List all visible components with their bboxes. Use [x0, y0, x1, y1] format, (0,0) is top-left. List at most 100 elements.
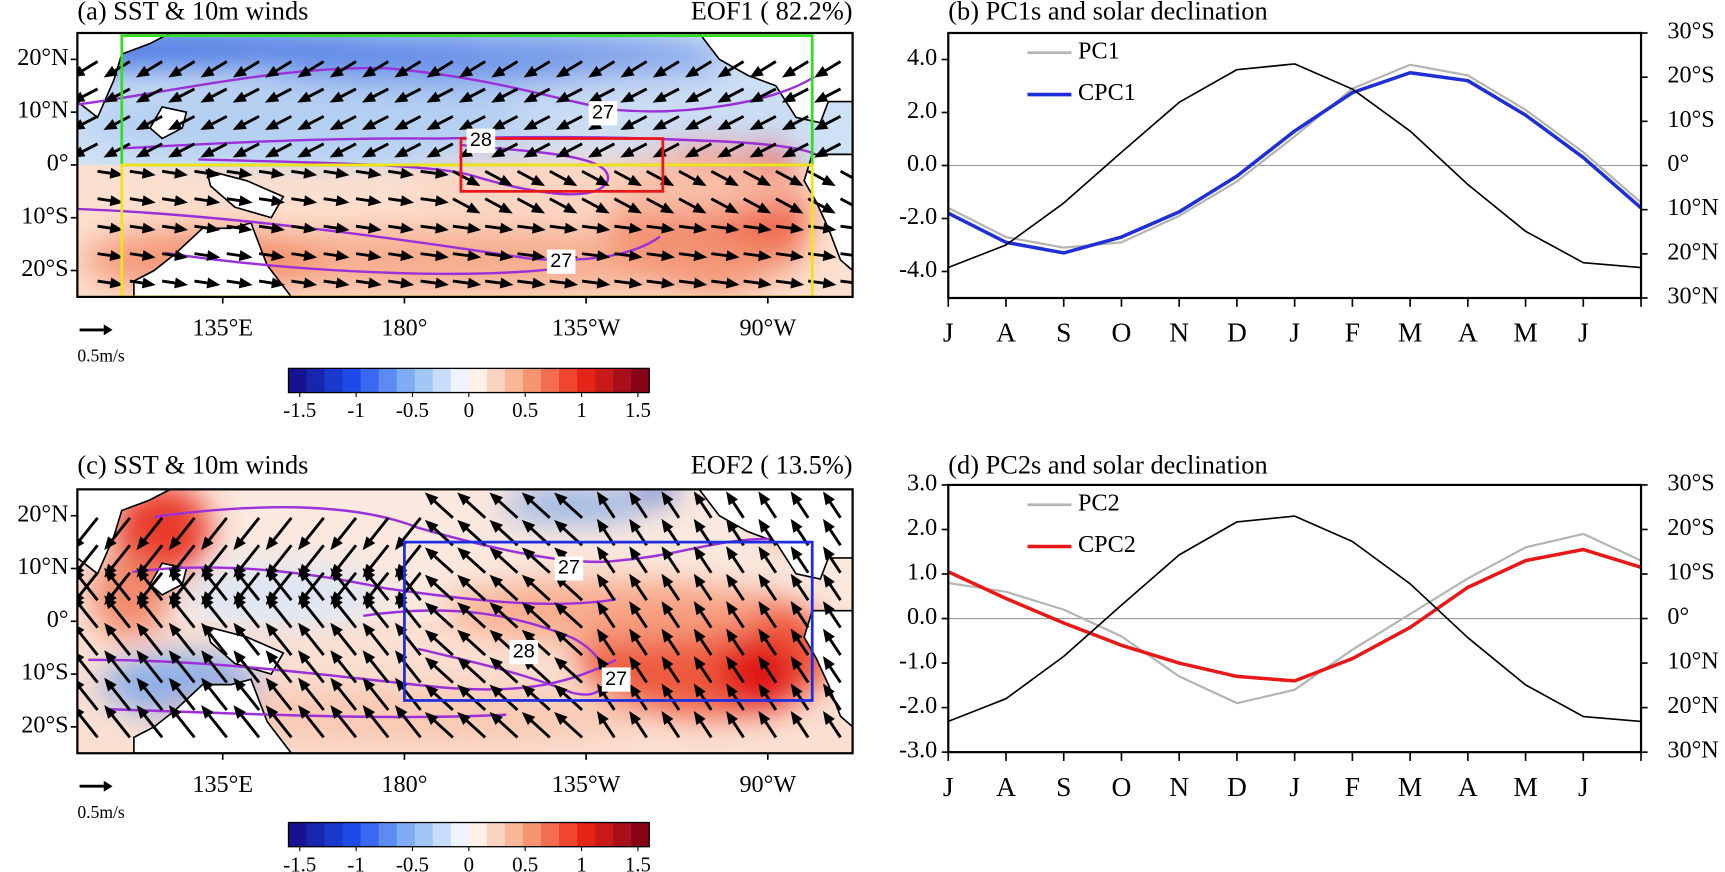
- reference-vector-label: 0.5m/s: [77, 345, 125, 365]
- wind-vector-head: [521, 492, 536, 506]
- wind-vector-head: [168, 91, 183, 103]
- wind-vector-head: [298, 563, 311, 578]
- wind-vector-head: [620, 119, 635, 131]
- y-tick-label: 0.0: [907, 603, 937, 630]
- wind-vector-head: [109, 195, 124, 207]
- x-tick-label: A: [1458, 772, 1478, 802]
- wind-vector-head: [726, 656, 738, 671]
- wind-vector-head: [335, 195, 350, 207]
- y2-tick-label: 30°S: [1667, 18, 1714, 45]
- wind-vector-head: [435, 167, 449, 179]
- wind-vector-head: [201, 591, 214, 605]
- wind-vector-head: [367, 195, 382, 207]
- x-tick-label: M: [1398, 772, 1422, 802]
- wind-vector-head: [424, 629, 439, 643]
- y-tick-label: 10°S: [21, 202, 68, 229]
- x-tick-label: F: [1345, 318, 1360, 348]
- wind-vector-head: [523, 146, 538, 158]
- wind-vector-head: [596, 573, 609, 588]
- wind-vector-head: [103, 119, 118, 131]
- wind-vector-head: [367, 277, 382, 289]
- wind-vector-head: [457, 602, 471, 616]
- wind-vector-head: [596, 656, 609, 671]
- legend-label: PC2: [1078, 489, 1120, 516]
- wind-vector-head: [298, 650, 311, 665]
- wind-vector-head: [587, 146, 603, 158]
- wind-vector-head: [329, 65, 344, 78]
- wind-vector-head: [109, 277, 124, 289]
- wind-vector-head: [424, 574, 439, 588]
- wind-vector-head: [329, 146, 344, 158]
- wind-vector-head: [174, 222, 189, 234]
- wind-vector-head: [435, 277, 449, 289]
- wind-vector-head: [265, 536, 279, 551]
- y-tick-label: 4.0: [907, 44, 937, 71]
- wind-vector-head: [628, 277, 643, 289]
- wind-vector-head: [297, 119, 312, 131]
- wind-vector-head: [424, 684, 439, 698]
- colorbar-cell: [468, 822, 488, 847]
- wind-vector-head: [141, 195, 156, 207]
- wind-vector-head: [822, 573, 835, 588]
- wind-vector-head: [201, 622, 214, 637]
- wind-vector-head: [554, 712, 568, 725]
- wind-vector-head: [394, 622, 408, 637]
- wind-vector-head: [531, 222, 546, 234]
- wind-vector-head: [790, 277, 805, 289]
- wind-vector-head: [168, 650, 182, 665]
- contour-label-bg: [588, 101, 618, 126]
- wind-vector-head: [424, 519, 439, 533]
- colorbar-tick-label: -1: [347, 398, 364, 422]
- wind-vector-head: [233, 622, 246, 637]
- wind-vector-head: [466, 174, 481, 186]
- wind-vector-head: [725, 222, 740, 234]
- wind-vector-head: [136, 563, 150, 578]
- colorbar-cell: [324, 368, 344, 393]
- x-tick-label: 135°W: [552, 771, 621, 798]
- pc-line: [948, 532, 1642, 705]
- wind-vector-head: [814, 146, 829, 158]
- wind-vector-head: [109, 222, 124, 234]
- wind-vector-head: [394, 91, 409, 103]
- wind-vector-head: [104, 705, 117, 719]
- panel-subtitle: EOF1 ( 82.2%): [691, 0, 853, 25]
- wind-vector-head: [717, 146, 732, 158]
- colorbar-cell: [432, 822, 452, 847]
- wind-vector-head: [362, 650, 376, 665]
- x-tick-label: 90°W: [739, 771, 796, 798]
- y2-tick-label: 30°S: [1667, 469, 1714, 496]
- land: [77, 489, 171, 576]
- wind-vector-head: [489, 574, 503, 588]
- wind-vector-head: [781, 119, 797, 131]
- colorbar-tick-label: 0.5: [512, 852, 538, 872]
- wind-vector-head: [77, 119, 86, 130]
- wind-vector-head: [564, 277, 579, 289]
- x-tick-label: S: [1056, 772, 1071, 802]
- wind-vector: [839, 170, 853, 180]
- colorbar-cell: [288, 822, 308, 847]
- wind-vector-head: [238, 195, 253, 207]
- wind-vector-head: [335, 167, 350, 179]
- contour-label: 27: [605, 668, 627, 690]
- colorbar-cell: [595, 368, 614, 393]
- contour-label-bg: [546, 249, 576, 274]
- y2-tick-label: 10°N: [1667, 194, 1718, 221]
- reference-vector-head: [103, 324, 113, 336]
- wind-vector-head: [394, 65, 409, 78]
- wind-vector-head: [758, 601, 771, 616]
- y-tick-label: -2.0: [899, 203, 937, 230]
- wind-vector-head: [201, 563, 214, 578]
- wind-vector-head: [620, 65, 635, 78]
- wind-vector-head: [693, 656, 706, 671]
- wind-vector-head: [303, 277, 318, 289]
- wind-vector-head: [400, 222, 415, 234]
- colorbar-cell: [432, 368, 452, 393]
- declination-line: [947, 515, 1642, 723]
- pc-line: [947, 63, 1642, 249]
- wind-vector-head: [855, 223, 869, 234]
- wind-vector-head: [749, 146, 764, 158]
- wind-vector-head: [104, 650, 117, 665]
- x-tick-label: J: [943, 318, 954, 348]
